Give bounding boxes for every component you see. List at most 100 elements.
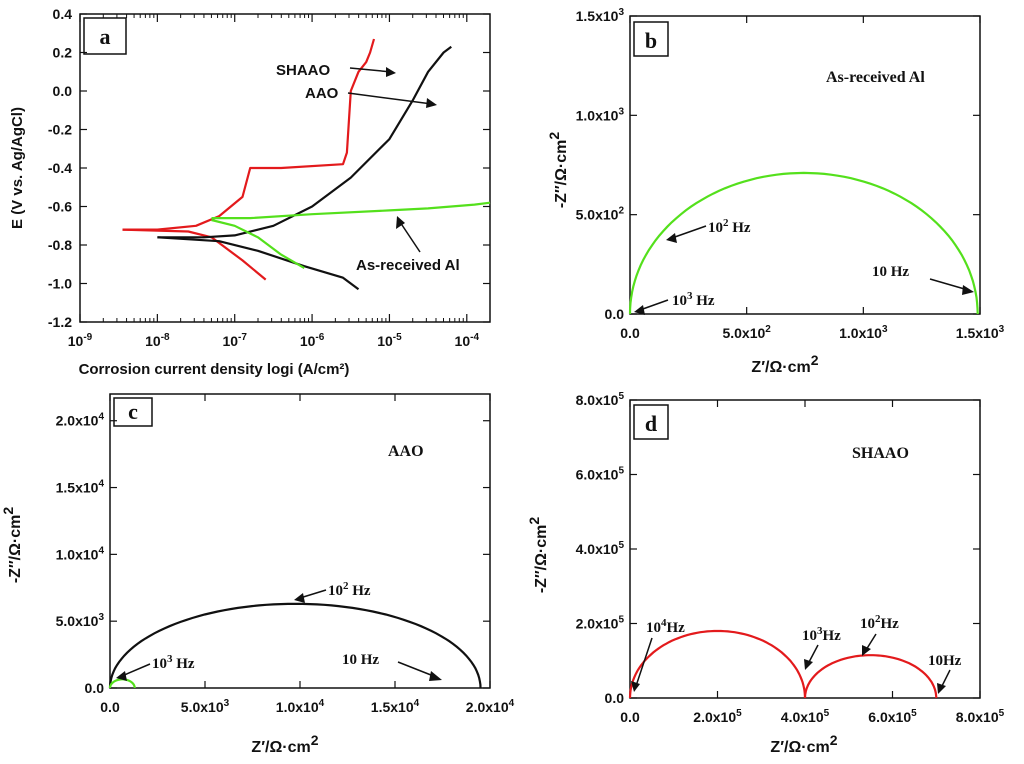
panel-d-xlabel-exp: 2 — [830, 732, 838, 748]
xtick-label: 5.0x103 — [181, 698, 230, 715]
panel-d: d SHAAO 0.0 2.0x105 4.0x105 6.0x105 8.0x105 0… — [526, 391, 1005, 756]
ann-text: 10 — [646, 620, 661, 636]
a-ytick-label: -0.4 — [48, 160, 72, 176]
ann-sup: 2 — [723, 217, 729, 229]
panel-d-title: SHAAO — [852, 445, 909, 462]
panel-c-ylabel-text: -Z″/Ω·cm — [7, 515, 24, 584]
series-line-aao — [157, 45, 452, 239]
a-ytick-label: -0.2 — [48, 122, 72, 138]
nyquist-arc — [803, 654, 938, 699]
a-ytick-label: -0.6 — [48, 199, 72, 215]
annotation-b-arrow — [671, 225, 707, 239]
arrowhead-icon — [937, 683, 946, 694]
panel-a-label-box — [83, 17, 127, 55]
panel-d-ylabel: -Z″/Ω·cm2 — [526, 517, 550, 594]
annotation-as-received: As-received Al — [356, 257, 460, 274]
panel-d-ylabel-exp: 2 — [526, 517, 542, 525]
ann-suffix: Hz — [881, 616, 900, 632]
a-xtick-label: 10-9 — [68, 332, 93, 349]
annotation-shaao: SHAAO — [276, 62, 331, 79]
series-line-as-received-al — [211, 201, 491, 220]
panel-a-ylabel: E (V vs. Ag/AgCl) — [9, 107, 26, 229]
panel-b: b As-received Al 0.0 5.0x102 1.0x103 1.5x10… — [546, 7, 1005, 376]
panel-c-xlabel-exp: 2 — [311, 732, 319, 748]
ytick-label: 5.0x102 — [576, 206, 625, 223]
ytick-label: 1.0x104 — [56, 545, 105, 562]
xtick-label: 5.0x102 — [722, 324, 771, 341]
annotation-c-10-2: 102 Hz — [328, 580, 371, 599]
arrowhead-icon — [429, 671, 442, 681]
ann-sup: 2 — [875, 613, 881, 625]
xtick-label: 0.0 — [620, 709, 640, 725]
ann-suffix: Hz — [349, 583, 371, 599]
panel-b-xlabel: Z′/Ω·cm2 — [751, 352, 818, 376]
annotation-aao-arrow — [347, 92, 433, 105]
annotation-d-10-2: 102Hz — [860, 613, 899, 632]
a-xtick-label: 10-7 — [222, 332, 247, 349]
ann-suffix: Hz — [667, 620, 686, 636]
panel-d-xlabel: Z′/Ω·cm2 — [770, 732, 837, 756]
annotation-b-10-3: 103 Hz — [672, 290, 715, 309]
panel-a-letter: a — [100, 24, 111, 49]
panel-c-xlabel: Z′/Ω·cm2 — [251, 732, 318, 756]
panel-d-xlabel-text: Z′/Ω·cm — [770, 739, 829, 756]
a-ytick-label: -1.0 — [48, 276, 72, 292]
annotation-as-received-arrow — [399, 221, 421, 253]
a-xtick-label: 10-5 — [377, 332, 402, 349]
a-ytick-label: 0.2 — [53, 45, 73, 61]
series-line-shaao — [122, 38, 376, 231]
panel-d-label-box — [633, 404, 669, 440]
ann-text: 10 — [802, 628, 817, 644]
xtick-label: 1.5x103 — [956, 324, 1005, 341]
panel-b-ylabel: -Z″/Ω·cm2 — [546, 132, 570, 209]
annotation-b-10-2: 102 Hz — [708, 217, 751, 236]
a-ytick-label: 0.4 — [53, 6, 73, 22]
panel-c-ylabel: -Z″/Ω·cm2 — [0, 507, 24, 584]
ytick-label: 0.0 — [605, 306, 625, 322]
arrowhead-icon — [386, 67, 396, 77]
nyquist-arc — [628, 171, 979, 315]
ann-sup: 4 — [661, 617, 667, 629]
ann-text: 10 — [152, 656, 167, 672]
ann-text: 10 — [328, 583, 343, 599]
panel-c-xlabel-text: Z′/Ω·cm — [251, 739, 310, 756]
panel-b-letter: b — [645, 28, 657, 53]
ann-text: 10 — [672, 293, 687, 309]
annotation-d-10-4: 104Hz — [646, 617, 685, 636]
panel-c-title: AAO — [388, 443, 424, 460]
panel-c: c AAO 0.0 5.0x103 1.0x104 1.5x104 2.0x104 0.0… — [0, 393, 515, 756]
xtick-label: 2.0x104 — [466, 698, 515, 715]
panel-a: a 0.4 0.2 0.0 -0.2 -0.4 -0.6 -0.8 -1.0 -1.2 10-9… — [9, 6, 491, 378]
a-xtick-label: 10-4 — [455, 332, 480, 349]
ann-text: 10 — [708, 220, 723, 236]
xtick-label: 2.0x105 — [693, 708, 742, 725]
annotation-c-arrow — [397, 661, 437, 678]
panel-c-frame — [109, 393, 491, 689]
nyquist-arc — [628, 629, 807, 699]
arrowhead-icon — [666, 233, 677, 243]
arrowhead-icon — [962, 285, 974, 295]
ytick-label: 4.0x105 — [576, 540, 625, 557]
panel-d-ylabel-text: -Z″/Ω·cm — [533, 525, 550, 594]
ytick-label: 2.0x105 — [576, 615, 625, 632]
ytick-label: 0.0 — [605, 690, 625, 706]
xtick-label: 1.5x104 — [371, 698, 420, 715]
xtick-label: 8.0x105 — [956, 708, 1005, 725]
a-xtick-label: 10-8 — [145, 332, 170, 349]
ann-sup: 2 — [343, 580, 349, 592]
panel-b-xlabel-text: Z′/Ω·cm — [751, 359, 810, 376]
panel-c-ylabel-exp: 2 — [0, 507, 16, 515]
arrowhead-icon — [116, 671, 127, 681]
ytick-label: 6.0x105 — [576, 466, 625, 483]
ann-sup: 3 — [167, 653, 173, 665]
nyquist-arc — [108, 678, 136, 688]
panel-d-letter: d — [645, 411, 657, 436]
panel-c-letter: c — [128, 399, 138, 424]
annotation-c-10hz: 10 Hz — [342, 652, 379, 668]
a-xtick-label: 10-6 — [300, 332, 325, 349]
annotation-c-arrow — [121, 663, 151, 677]
annotation-c-10-3: 103 Hz — [152, 653, 195, 672]
ytick-label: 1.5x103 — [576, 7, 625, 24]
ytick-label: 1.0x103 — [576, 106, 625, 123]
